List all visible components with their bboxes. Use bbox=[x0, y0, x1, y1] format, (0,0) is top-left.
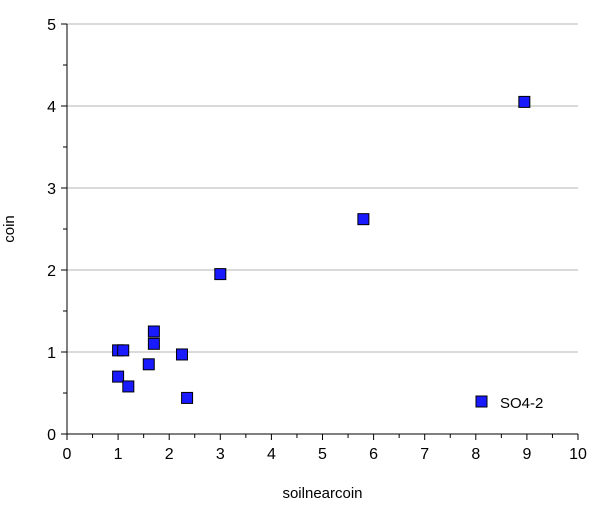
x-tick-label: 10 bbox=[569, 446, 587, 463]
data-points bbox=[112, 95, 531, 404]
data-point bbox=[112, 370, 125, 383]
y-tick-label: 0 bbox=[47, 427, 56, 444]
data-point bbox=[175, 348, 188, 361]
x-tick-label: 4 bbox=[267, 446, 276, 463]
data-point bbox=[357, 213, 370, 226]
data-point bbox=[122, 380, 135, 393]
y-tick-label: 4 bbox=[47, 99, 56, 116]
x-tick-label: 3 bbox=[216, 446, 225, 463]
y-tick-label: 1 bbox=[47, 345, 56, 362]
data-point bbox=[214, 268, 227, 281]
data-point bbox=[147, 337, 160, 350]
y-tick-label: 5 bbox=[47, 17, 56, 34]
x-tick-label: 1 bbox=[114, 446, 123, 463]
y-tick-label: 3 bbox=[47, 181, 56, 198]
x-tick-label: 9 bbox=[522, 446, 531, 463]
y-tick-label: 2 bbox=[47, 263, 56, 280]
x-tick-label: 5 bbox=[318, 446, 327, 463]
data-point bbox=[117, 344, 130, 357]
data-point bbox=[142, 358, 155, 371]
data-point bbox=[147, 325, 160, 338]
legend: SO4-2 bbox=[475, 395, 543, 412]
x-tick-label: 7 bbox=[420, 446, 429, 463]
x-tick-label: 0 bbox=[63, 446, 72, 463]
x-tick-label: 6 bbox=[369, 446, 378, 463]
data-point bbox=[518, 95, 531, 108]
x-tick-label: 8 bbox=[471, 446, 480, 463]
y-axis-ticks: 0 1 2 3 4 5 bbox=[47, 17, 67, 444]
data-point bbox=[181, 391, 194, 404]
x-tick-label: 2 bbox=[165, 446, 174, 463]
x-axis-title: soilnearcoin bbox=[282, 485, 362, 502]
axes bbox=[66, 24, 578, 435]
y-axis-title: coin bbox=[1, 215, 18, 243]
legend-label: SO4-2 bbox=[500, 395, 543, 412]
legend-marker bbox=[475, 395, 488, 408]
x-axis-ticks: 0 1 2 3 4 5 6 7 8 9 10 bbox=[63, 434, 587, 463]
gridlines bbox=[67, 23, 578, 353]
